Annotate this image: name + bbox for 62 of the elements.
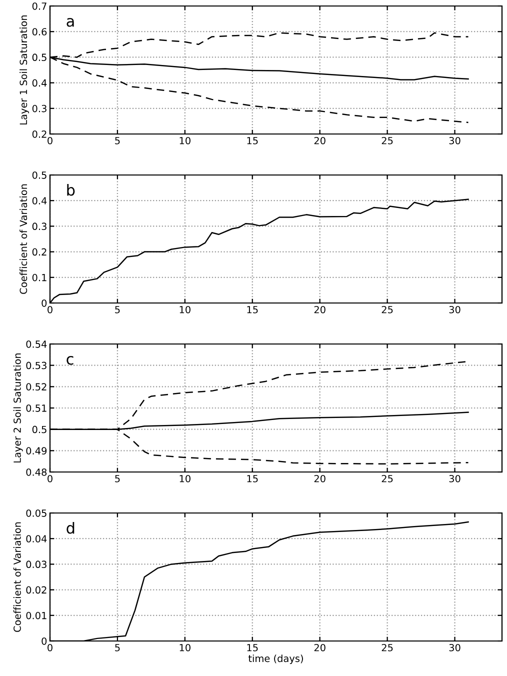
y-tick-label: 0.54 — [26, 340, 47, 348]
x-tick-label: 20 — [314, 306, 326, 314]
y-tick-label: 0.2 — [32, 248, 46, 256]
x-tick-label: 15 — [247, 644, 258, 652]
y-tick-label: 0.02 — [26, 586, 46, 594]
y-tick-label: 0.5 — [32, 426, 46, 434]
annotation: d — [66, 522, 74, 534]
x-tick-label: 5 — [115, 306, 120, 314]
x-tick-label: 5 — [115, 137, 120, 144]
y-axis-title: Coefficient of Variation — [20, 184, 28, 294]
y-tick-label: 0.48 — [26, 468, 47, 476]
x-tick-label: 25 — [382, 644, 393, 652]
y-tick-label: 0.3 — [32, 104, 46, 112]
x-tick-label: 30 — [449, 474, 460, 482]
y-tick-label: 0.1 — [32, 274, 46, 282]
y-tick-label: 0.53 — [26, 362, 46, 370]
annotation: a — [66, 18, 74, 27]
y-tick-label: 0.6 — [32, 28, 47, 36]
x-tick-label: 10 — [180, 306, 190, 314]
y-tick-label: 0.4 — [32, 79, 47, 87]
x-tick-label: 10 — [180, 644, 190, 652]
y-tick-label: 0.03 — [26, 560, 46, 568]
x-tick-label: 20 — [314, 474, 326, 482]
x-tick-label: 20 — [314, 136, 326, 144]
x-tick-label: 30 — [449, 136, 460, 144]
y-axis-title: Layer 1 Soil Saturation — [20, 15, 29, 124]
y-tick-label: 0.49 — [26, 447, 47, 454]
x-axis-title: time (days) — [248, 654, 303, 664]
y-tick-label: 0.01 — [26, 612, 46, 620]
y-axis-title: Coefficient of Variation — [13, 522, 21, 632]
x-tick-label: 5 — [115, 475, 120, 482]
y-tick-label: 0.5 — [32, 54, 46, 62]
x-tick-label: 30 — [449, 644, 460, 652]
y-tick-label: 0 — [42, 299, 47, 307]
x-tick-label: 0 — [48, 306, 52, 314]
y-axis-title: Layer 2 Soil Saturation — [13, 353, 23, 462]
y-tick-label: 0.2 — [32, 130, 46, 138]
y-tick-label: 0.52 — [26, 383, 46, 390]
x-tick-label: 20 — [314, 644, 326, 652]
x-tick-label: 0 — [48, 644, 52, 652]
x-tick-label: 15 — [247, 306, 258, 314]
y-tick-label: 0.5 — [32, 171, 46, 179]
x-tick-label: 25 — [382, 136, 393, 144]
x-tick-label: 10 — [180, 474, 190, 482]
y-tick-label: 0.3 — [32, 222, 46, 230]
x-tick-label: 15 — [247, 137, 258, 144]
y-tick-label: 0.7 — [32, 2, 46, 10]
y-tick-label: 0.04 — [26, 535, 47, 542]
x-tick-label: 10 — [180, 136, 190, 144]
x-tick-label: 25 — [382, 474, 393, 482]
x-tick-label: 30 — [449, 306, 460, 314]
y-tick-label: 0.51 — [26, 404, 46, 412]
x-tick-label: 0 — [48, 136, 52, 144]
y-tick-label: 0 — [42, 637, 47, 645]
x-tick-label: 0 — [48, 474, 52, 482]
annotation: c — [66, 356, 74, 365]
y-tick-label: 0.4 — [32, 197, 47, 204]
x-tick-label: 5 — [115, 644, 120, 652]
x-tick-label: 15 — [247, 475, 258, 482]
annotation: b — [67, 184, 75, 196]
y-tick-label: 0.05 — [26, 509, 46, 517]
x-tick-label: 25 — [382, 306, 393, 314]
